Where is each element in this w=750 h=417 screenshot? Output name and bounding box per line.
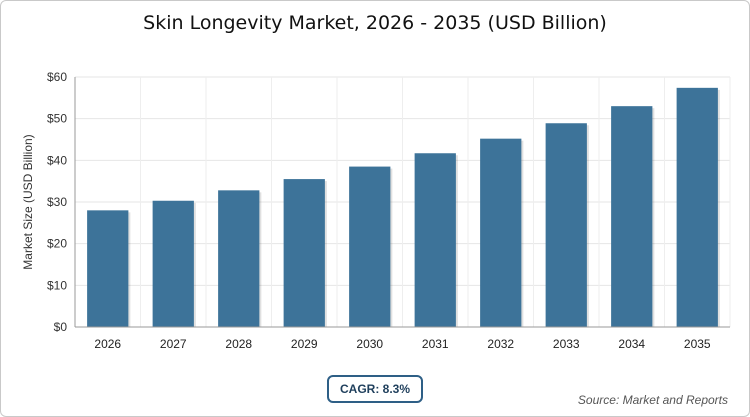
x-tick-label: 2035 [684,337,711,351]
x-tick-label: 2030 [356,337,383,351]
y-tick-labels: $0 $10 $20 $30 $40 $50 $60 [47,70,67,334]
source-note: Source: Market and Reports [577,393,728,407]
x-tick-label: 2029 [291,337,318,351]
bar-2034 [611,106,653,328]
y-tick-label: $40 [47,153,67,167]
bars [87,87,720,328]
x-tick-label: 2034 [618,337,645,351]
y-axis-label: Market Size (USD Billion) [21,134,35,269]
bar-2029 [283,179,325,327]
axes [74,77,730,328]
x-tick-label: 2033 [553,337,580,351]
bar-2035 [676,87,718,327]
x-tick-label: 2027 [160,337,187,351]
y-tick-label: $60 [47,70,67,84]
y-tick-label: $10 [47,278,67,292]
bar-2032 [480,138,522,327]
x-tick-label: 2031 [422,337,449,351]
bar-2033 [545,123,587,327]
x-tick-label: 2028 [225,337,252,351]
x-tick-labels: 2026 2027 2028 2029 2030 2031 2032 2033 2034 2035 [94,337,711,351]
bar-2027 [152,200,194,327]
bar-2030 [349,166,391,327]
y-tick-label: $50 [47,112,67,126]
bar-2028 [218,190,260,327]
y-tick-label: $30 [47,195,67,209]
x-tick-label: 2032 [487,337,514,351]
cagr-badge: CAGR: 8.3% [327,375,423,403]
x-tick-label: 2026 [94,337,121,351]
chart-title: Skin Longevity Market, 2026 - 2035 (USD … [143,12,607,34]
bar-2026 [87,210,129,327]
y-tick-label: $20 [47,237,67,251]
y-tick-label: $0 [54,320,68,334]
bar-2031 [414,153,456,327]
